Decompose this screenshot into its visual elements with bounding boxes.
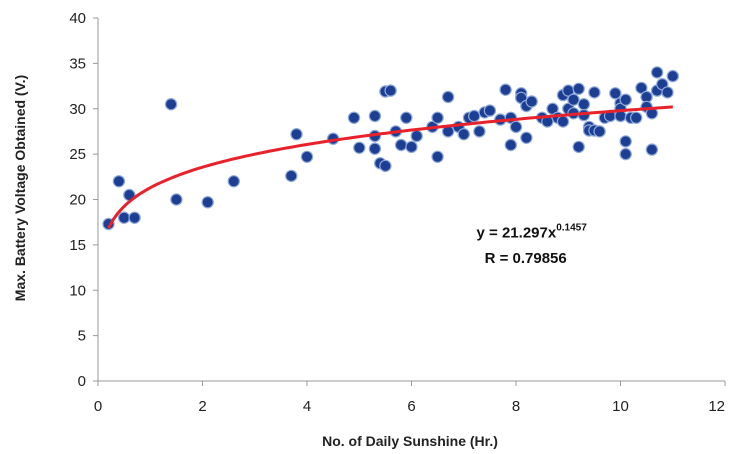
data-point [593,125,606,138]
x-tick-labels: 0 2 4 6 8 10 12 [94,398,725,415]
data-point [384,84,397,97]
data-point [405,140,418,154]
data-point [483,104,497,117]
x-tick-label: 10 [612,398,629,415]
y-tick-label: 25 [69,146,86,163]
data-point [227,175,240,188]
data-point [410,129,423,143]
data-point [468,109,481,123]
data-point [567,93,580,106]
data-point [666,69,680,83]
y-tick-label: 15 [69,237,86,254]
data-point [572,140,585,154]
y-tick-label: 5 [78,328,86,345]
data-point [504,138,517,152]
data-point [290,127,303,141]
data-point [619,135,632,148]
data-point [619,147,632,161]
data-point [572,82,585,96]
data-point [577,97,591,111]
x-tick-label: 6 [407,398,415,415]
data-point [630,111,643,125]
data-point [431,150,444,163]
y-tick-label: 35 [69,55,86,72]
data-point [431,111,444,125]
x-axis-title: No. of Daily Sunshine (Hr.) [322,433,498,449]
y-tick-label: 40 [69,10,86,27]
data-points [102,66,680,231]
y-tick-label: 30 [69,101,86,118]
data-point [285,169,298,183]
x-tick-label: 8 [512,398,520,415]
data-point [619,93,632,106]
data-point [556,115,570,128]
axes [93,17,726,386]
data-point [347,111,361,125]
data-point [650,66,664,79]
trend-equation: y = 21.297x0.1457 [477,223,588,242]
y-tick-label: 10 [69,282,86,299]
y-tick-label: 0 [78,373,86,390]
data-point [588,86,601,99]
data-point [394,138,408,152]
data-point [609,87,622,100]
data-point [661,86,674,99]
y-tick-labels: 0 5 10 15 20 25 30 35 40 [69,10,86,390]
data-point [300,150,314,163]
data-point [546,102,559,116]
data-point [645,143,659,156]
data-point [441,90,455,104]
x-tick-label: 12 [708,398,725,415]
trend-equation-base: y = 21.297x [477,225,557,242]
data-point [368,109,382,123]
data-point [635,81,648,95]
data-point [525,95,538,108]
x-tick-label: 0 [94,398,102,415]
trendline-group [107,105,673,229]
data-point [368,142,382,155]
data-point [201,195,214,209]
data-point [520,131,533,144]
data-point [400,111,413,125]
x-tick-label: 2 [198,398,206,415]
data-point [499,83,512,96]
data-point [509,120,523,134]
data-point [170,193,183,206]
data-point [164,97,178,111]
data-point [112,175,126,188]
data-point [473,125,486,138]
data-point [353,141,366,154]
trend-equation-exponent: 0.1457 [556,223,587,234]
y-axis-title: Max. Battery Voltage Obtained (V.) [12,75,28,301]
trendline [107,105,673,229]
data-point [457,127,470,141]
data-point [379,159,392,173]
data-point [128,211,141,224]
x-tick-label: 4 [303,398,311,415]
trend-r-value: R = 0.79856 [485,250,567,267]
y-tick-label: 20 [69,192,86,209]
data-point [117,211,131,224]
